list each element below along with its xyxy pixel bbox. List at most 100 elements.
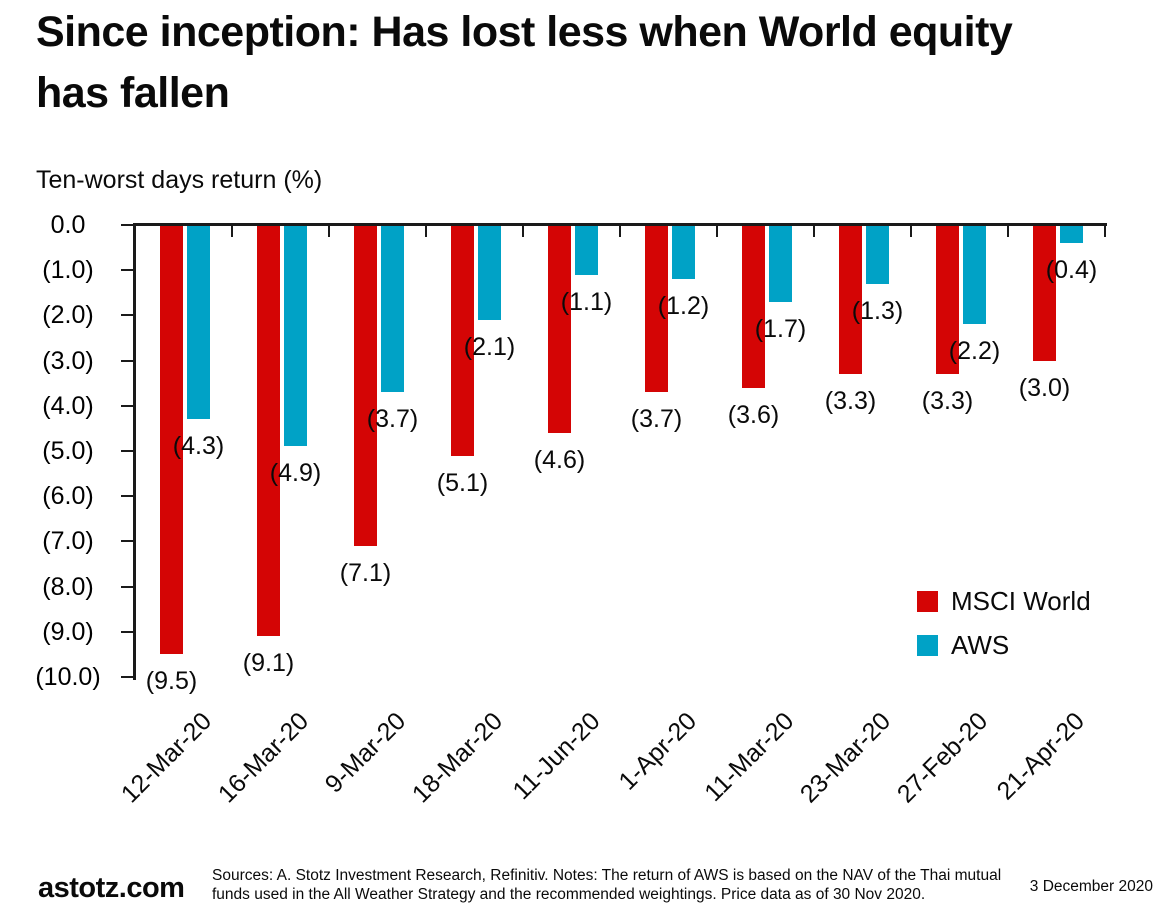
bar-aws xyxy=(284,226,307,447)
x-tick xyxy=(134,226,136,237)
x-tick xyxy=(425,226,427,237)
bar-value-label: (3.0) xyxy=(1018,373,1071,402)
bar-msci-world xyxy=(936,226,959,375)
x-tick xyxy=(522,226,524,237)
bar-value-label: (5.1) xyxy=(436,468,489,497)
y-tick-label: (1.0) xyxy=(42,256,94,285)
x-category-label: 12-Mar-20 xyxy=(115,707,218,809)
page-title-line2: has fallen xyxy=(36,69,230,117)
bar-value-label: (0.4) xyxy=(1045,256,1098,285)
bar-aws xyxy=(1060,226,1083,244)
x-axis-line xyxy=(133,223,1107,226)
bar-value-label: (2.1) xyxy=(463,332,516,361)
y-tick xyxy=(121,676,133,678)
y-tick-label: (5.0) xyxy=(42,437,94,465)
bar-value-label: (1.7) xyxy=(754,314,807,343)
y-tick xyxy=(121,540,133,543)
bar-msci-world xyxy=(742,226,765,388)
y-tick xyxy=(121,495,133,498)
bar-value-label: (2.2) xyxy=(948,337,1001,366)
legend-label: MSCI World xyxy=(951,586,1091,616)
bar-value-label: (9.1) xyxy=(242,649,295,678)
bar-aws xyxy=(575,226,598,275)
x-tick xyxy=(328,226,330,237)
bar-msci-world xyxy=(839,226,862,375)
x-tick xyxy=(1104,226,1106,237)
y-axis-title: Ten-worst days return (%) xyxy=(36,166,323,194)
y-axis-line xyxy=(133,223,136,680)
page-title: Since inception: Has lost less when Worl… xyxy=(36,2,1156,124)
bar-msci-world xyxy=(1033,226,1056,361)
x-category-label: 21-Apr-20 xyxy=(991,707,1091,806)
bar-aws xyxy=(381,226,404,393)
bar-value-label: (3.3) xyxy=(921,387,974,416)
x-category-label: 27-Feb-20 xyxy=(891,707,994,809)
legend-swatch-icon xyxy=(917,590,938,612)
bar-msci-world xyxy=(451,226,474,456)
y-tick-label: 0.0 xyxy=(50,211,86,239)
bar-msci-world xyxy=(548,226,571,433)
x-category-label: 9-Mar-20 xyxy=(319,707,412,799)
bar-value-label: (1.3) xyxy=(851,296,904,325)
bar-aws xyxy=(866,226,889,284)
y-tick xyxy=(121,224,133,226)
bar-aws xyxy=(963,226,986,325)
legend-swatch-icon xyxy=(917,634,938,656)
y-tick-label: (6.0) xyxy=(42,482,94,511)
legend-label: AWS xyxy=(951,630,1010,660)
brand-logo: astotz.com xyxy=(38,872,185,904)
x-tick xyxy=(1007,226,1009,237)
y-tick xyxy=(121,585,133,588)
footer-date: 3 December 2020 xyxy=(1029,878,1153,895)
y-tick xyxy=(121,359,133,362)
bar-value-label: (4.3) xyxy=(172,432,225,461)
x-category-label: 23-Mar-20 xyxy=(794,707,897,809)
bar-value-label: (9.5) xyxy=(145,667,198,696)
x-category-label: 11-Jun-20 xyxy=(507,707,606,806)
legend-item: AWS xyxy=(917,632,1091,658)
y-tick xyxy=(121,404,133,407)
y-tick-label: (4.0) xyxy=(42,391,94,420)
y-tick-label: (7.0) xyxy=(42,527,94,556)
bar-value-label: (4.9) xyxy=(269,459,322,488)
source-note: Sources: A. Stotz Investment Research, R… xyxy=(212,867,1002,903)
legend: MSCI World AWS xyxy=(917,588,1091,676)
bar-aws xyxy=(478,226,501,320)
x-tick xyxy=(716,226,718,237)
bar-value-label: (3.7) xyxy=(366,405,419,434)
y-tick xyxy=(121,314,133,317)
bar-value-label: (3.3) xyxy=(824,387,877,416)
y-tick-label: (3.0) xyxy=(42,346,94,375)
x-category-label: 18-Mar-20 xyxy=(406,707,509,809)
bar-value-label: (3.7) xyxy=(630,405,683,434)
bar-msci-world xyxy=(160,226,183,655)
x-tick xyxy=(910,226,912,237)
bar-value-label: (4.6) xyxy=(533,445,586,474)
y-tick-label: (8.0) xyxy=(42,572,94,601)
y-tick-label: (9.0) xyxy=(42,617,94,646)
bar-aws xyxy=(672,226,695,280)
bar-msci-world xyxy=(645,226,668,393)
y-tick-label: (10.0) xyxy=(35,663,101,691)
bar-msci-world xyxy=(354,226,377,546)
bar-value-label: (7.1) xyxy=(339,558,392,587)
bar-value-label: (1.1) xyxy=(560,287,613,316)
y-tick xyxy=(121,450,133,452)
x-category-label: 16-Mar-20 xyxy=(212,707,315,809)
legend-item: MSCI World xyxy=(917,588,1091,614)
bar-aws xyxy=(187,226,210,420)
x-category-label: 11-Mar-20 xyxy=(699,707,800,808)
x-tick xyxy=(231,226,233,237)
bar-value-label: (1.2) xyxy=(657,292,710,321)
y-tick xyxy=(121,269,133,272)
page-title-line1: Since inception: Has lost less when Worl… xyxy=(36,8,1013,56)
x-tick xyxy=(619,226,621,237)
bar-msci-world xyxy=(257,226,280,637)
bar-aws xyxy=(769,226,792,302)
bar-value-label: (3.6) xyxy=(727,400,780,429)
x-category-label: 1-Apr-20 xyxy=(613,707,703,796)
x-tick xyxy=(813,226,815,237)
y-tick xyxy=(121,630,133,633)
